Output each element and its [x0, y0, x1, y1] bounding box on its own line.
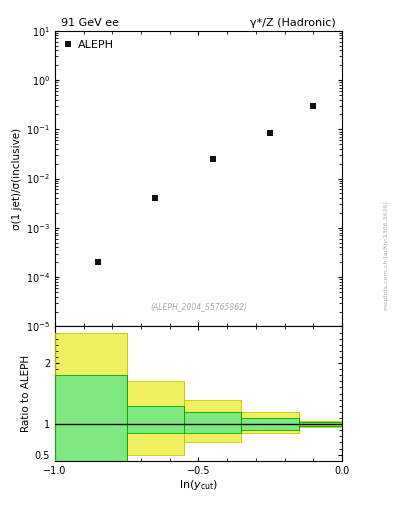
Text: (ALEPH_2004_S5765862): (ALEPH_2004_S5765862): [150, 303, 247, 312]
X-axis label: $\ln(y_{\rm cut})$: $\ln(y_{\rm cut})$: [179, 478, 218, 493]
Legend: ALEPH: ALEPH: [61, 36, 118, 53]
Text: 91 GeV ee: 91 GeV ee: [61, 18, 119, 28]
Text: mcplots.cern.ch [arXiv:1306.3436]: mcplots.cern.ch [arXiv:1306.3436]: [384, 202, 389, 310]
Y-axis label: Ratio to ALEPH: Ratio to ALEPH: [20, 355, 31, 432]
Text: γ*/Z (Hadronic): γ*/Z (Hadronic): [250, 18, 336, 28]
Y-axis label: σ(1 jet)/σ(inclusive): σ(1 jet)/σ(inclusive): [12, 127, 22, 229]
